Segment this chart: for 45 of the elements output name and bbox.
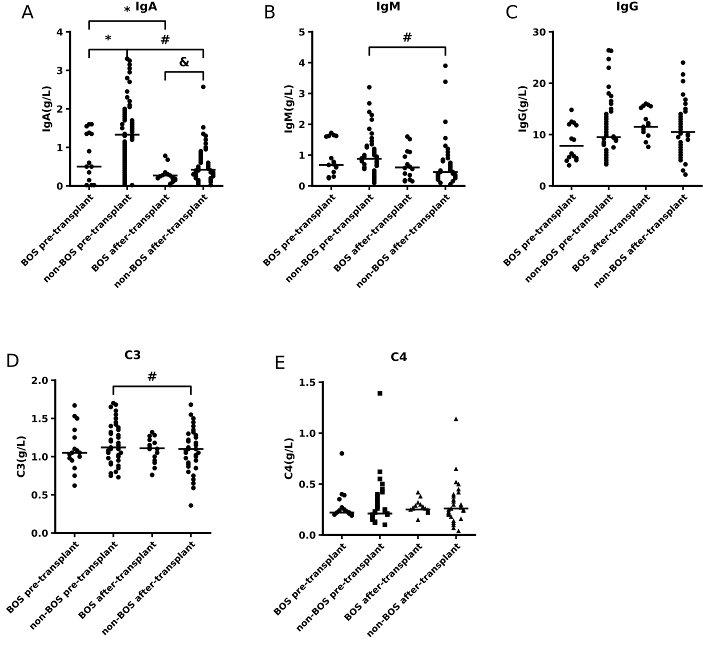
y-tick-label: 1.0 (300, 430, 316, 437)
y-axis-title: C4(g/L) (284, 438, 295, 480)
y-tick-label: 20 (533, 80, 546, 88)
y-tick-label: 3 (299, 90, 305, 98)
y-tick-label: 2.0 (32, 376, 48, 384)
y-axis-title: C3(g/L) (16, 436, 27, 478)
y-tick-label: 30 (533, 28, 546, 36)
y-axis-title: IgA(g/L) (42, 86, 52, 132)
chart-title: C4 (391, 352, 407, 362)
y-tick-label: 1.5 (300, 378, 316, 386)
text: A (22, 5, 34, 18)
chart-title: C3 (124, 350, 140, 360)
y-tick-label: 0 (540, 182, 546, 190)
annotation: & (180, 56, 190, 66)
y-tick-label: 0 (56, 182, 63, 190)
y-tick-label: 0 (298, 182, 305, 190)
y-tick-label: 4 (298, 59, 305, 66)
y-tick-label: 0.5 (299, 480, 316, 488)
y-tick-label: 1.0 (32, 453, 48, 460)
text: B (265, 5, 275, 18)
annotation: # (402, 32, 412, 42)
text: D (7, 354, 18, 367)
y-axis-title: IgM(g/L) (284, 85, 294, 132)
chart-title: IgA (136, 2, 158, 13)
y-tick-label: 2 (57, 105, 62, 113)
annotation: # (160, 34, 170, 44)
y-tick-label: 1 (57, 144, 62, 152)
y-axis-title: IgG(g/L) (518, 86, 528, 132)
y-tick-label: 3 (57, 66, 62, 74)
y-tick-label: 5 (299, 28, 305, 36)
text: C (506, 4, 517, 19)
y-tick-label: 2 (299, 120, 304, 128)
y-tick-label: 10 (534, 131, 546, 138)
y-tick-label: 0.0 (299, 531, 316, 539)
y-tick-label: 1 (300, 152, 305, 159)
chart-title: IgM (377, 2, 400, 13)
y-tick-label: 1.5 (32, 415, 48, 422)
text: E (276, 356, 284, 369)
chart-title: IgG (617, 2, 638, 13)
y-tick-label: 0.5 (32, 491, 48, 499)
text: * (124, 6, 130, 12)
y-tick-label: 4 (56, 28, 63, 36)
annotation: * (105, 34, 112, 40)
y-tick-label: 0.0 (32, 529, 48, 537)
annotation: # (148, 372, 157, 381)
